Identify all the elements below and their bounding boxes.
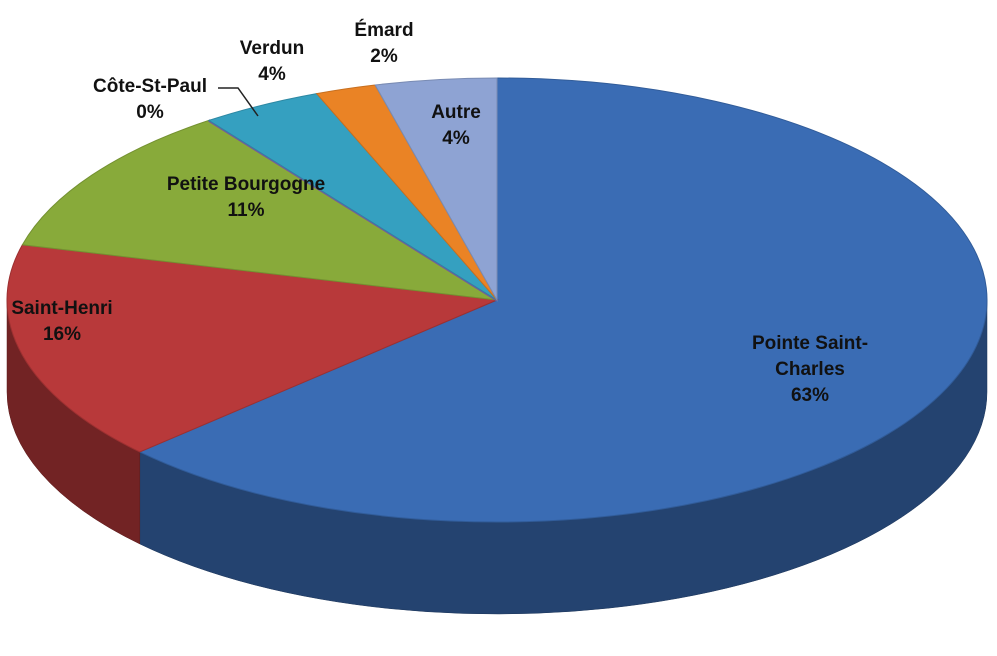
pie-slice xyxy=(138,77,988,523)
pie-slice xyxy=(374,77,498,302)
value-label: 4% xyxy=(258,64,286,85)
data-label: Émard 2% xyxy=(334,18,434,70)
leader-line xyxy=(218,87,259,117)
pie-slice xyxy=(21,119,498,301)
category-label: Pointe Saint-Charles xyxy=(751,333,869,380)
value-label: 11% xyxy=(227,200,265,221)
value-label: 63% xyxy=(790,385,830,406)
data-label: Autre 4% xyxy=(416,100,496,152)
category-label: Saint-Henri xyxy=(11,298,113,319)
data-label: Petite Bourgogne 11% xyxy=(136,172,356,224)
value-label: 0% xyxy=(136,102,164,123)
data-label: Côte-St-Paul 0% xyxy=(70,74,230,126)
data-label: Saint-Henri 16% xyxy=(0,296,127,348)
value-label: 4% xyxy=(442,128,470,149)
category-label: Verdun xyxy=(239,38,305,59)
data-label: Verdun 4% xyxy=(222,36,322,88)
category-label: Autre xyxy=(431,102,481,123)
data-label: Pointe Saint-Charles 63% xyxy=(730,331,890,409)
category-label: Côte-St-Paul xyxy=(93,76,207,97)
value-label: 16% xyxy=(42,324,82,345)
pie-tops xyxy=(6,77,988,523)
value-label: 2% xyxy=(370,46,398,67)
category-label: Émard xyxy=(354,20,414,41)
pie-slice xyxy=(6,244,499,453)
category-label: Petite Bourgogne xyxy=(166,174,326,195)
